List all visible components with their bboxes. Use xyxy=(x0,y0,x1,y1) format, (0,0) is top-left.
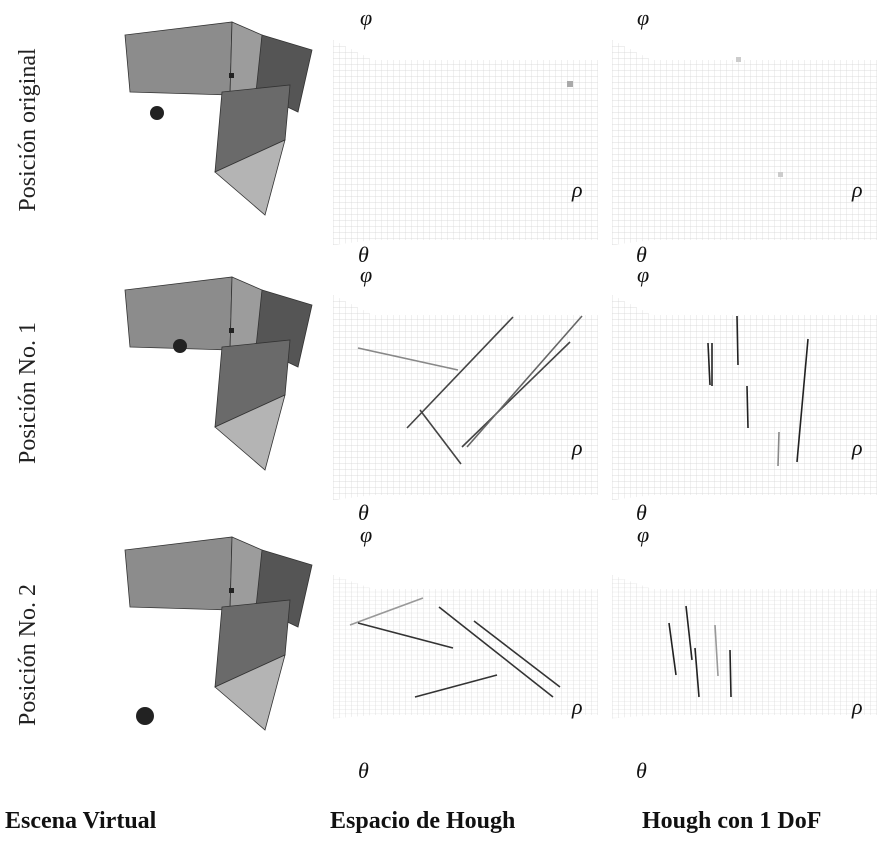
axis-label: ρ xyxy=(571,694,583,719)
dof-panel xyxy=(612,40,877,245)
column-label: Hough con 1 DoF xyxy=(642,808,821,834)
hough-panel xyxy=(333,295,598,500)
axis-label: ρ xyxy=(571,177,583,202)
column-label: Escena Virtual xyxy=(5,808,157,834)
hough-panel xyxy=(333,575,598,719)
hough-panel xyxy=(333,40,598,245)
scene xyxy=(125,537,312,730)
axis-label: φ xyxy=(637,522,649,547)
axis-label: φ xyxy=(637,5,649,30)
axis-label: θ xyxy=(358,758,369,783)
scene xyxy=(125,22,312,215)
scene xyxy=(125,277,312,470)
axis-label: φ xyxy=(360,5,372,30)
axis-label: θ xyxy=(636,758,647,783)
axis-label: φ xyxy=(360,262,372,287)
row-label: Posición original xyxy=(15,48,41,212)
axis-label: ρ xyxy=(571,435,583,460)
page: {"figure": { "column_labels": ["Escena V… xyxy=(0,0,893,841)
dof-panel xyxy=(612,575,877,719)
column-label: Espacio de Hough xyxy=(330,808,515,834)
row-label: Posición No. 2 xyxy=(15,584,41,726)
figure: Posición original Posición No. 1 Posició… xyxy=(0,0,893,841)
axis-label: ρ xyxy=(851,694,863,719)
axis-label: φ xyxy=(637,262,649,287)
row-label: Posición No. 1 xyxy=(15,322,41,464)
axis-label: ρ xyxy=(851,177,863,202)
dof-panel xyxy=(612,295,877,500)
axis-label: φ xyxy=(360,522,372,547)
axis-label: ρ xyxy=(851,435,863,460)
